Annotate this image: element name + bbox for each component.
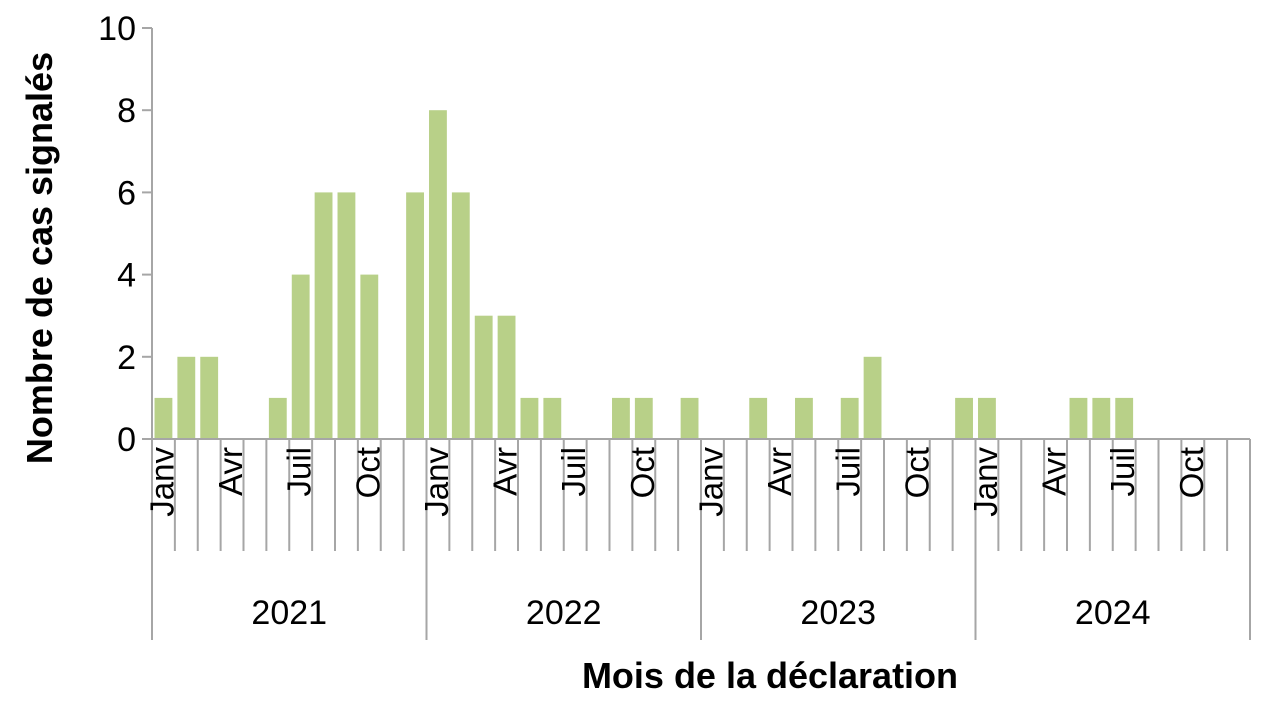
bar (749, 397, 768, 439)
x-month-label: Juil (830, 447, 867, 497)
bar (840, 397, 859, 439)
bars-group (154, 110, 1134, 439)
x-month-label: Avr (212, 447, 249, 496)
x-year-label: 2021 (251, 594, 327, 632)
x-month-label: Janv (692, 447, 729, 517)
bar (429, 110, 447, 439)
x-month-label: Juil (555, 447, 592, 497)
bar (406, 192, 424, 439)
x-month-label: Oct (349, 447, 386, 498)
bar (497, 315, 516, 439)
x-year-labels: 2021 2022 2023 2024 (251, 594, 1150, 632)
bar (978, 397, 996, 439)
x-month-labels: Janv Avr Juil Oct Janv Avr Juil Oct Janv Avr Juil O… (143, 447, 1209, 517)
x-year-label: 2024 (1075, 594, 1151, 632)
x-month-label: Avr (487, 447, 524, 496)
x-month-label: Juil (1104, 447, 1141, 497)
bar (268, 397, 287, 439)
y-tick-label: 0 (117, 421, 136, 459)
axes-group (142, 27, 1251, 640)
bar (200, 356, 219, 439)
x-month-label: Janv (143, 447, 180, 517)
bar (520, 397, 539, 439)
y-tick-label: 2 (117, 339, 136, 377)
x-month-label: Janv (418, 447, 455, 517)
x-year-label: 2022 (526, 594, 602, 632)
bar (634, 397, 653, 439)
y-tick-label: 6 (117, 174, 136, 212)
bar (474, 315, 493, 439)
x-axis-title: Mois de la déclaration (582, 655, 958, 696)
x-month-label: Avr (761, 447, 798, 496)
x-month-label: Oct (1173, 447, 1210, 498)
y-axis-title: Nombre de cas signalés (19, 52, 60, 464)
x-month-label: Oct (898, 447, 935, 498)
bar (360, 274, 379, 439)
bar (955, 397, 973, 439)
bar (314, 192, 333, 439)
bar (451, 192, 470, 439)
bar (863, 356, 882, 439)
bar (680, 397, 699, 439)
bar (795, 397, 813, 439)
x-month-label: Janv (967, 447, 1004, 517)
bar (1092, 397, 1111, 439)
bar (177, 356, 196, 439)
y-tick-label: 8 (117, 92, 136, 130)
bar (543, 397, 562, 439)
bar (291, 274, 310, 439)
bar (1115, 397, 1134, 439)
y-tick-label: 4 (117, 257, 136, 295)
x-month-label: Oct (624, 447, 661, 498)
bar (612, 397, 630, 439)
y-tick-label: 10 (98, 10, 136, 48)
x-month-label: Juil (281, 447, 318, 497)
bar (337, 192, 356, 439)
bar (154, 397, 173, 439)
y-tick-labels: 0 2 4 6 8 10 (98, 10, 136, 459)
bar (1069, 397, 1088, 439)
x-month-label: Avr (1036, 447, 1073, 496)
x-year-label: 2023 (800, 594, 876, 632)
